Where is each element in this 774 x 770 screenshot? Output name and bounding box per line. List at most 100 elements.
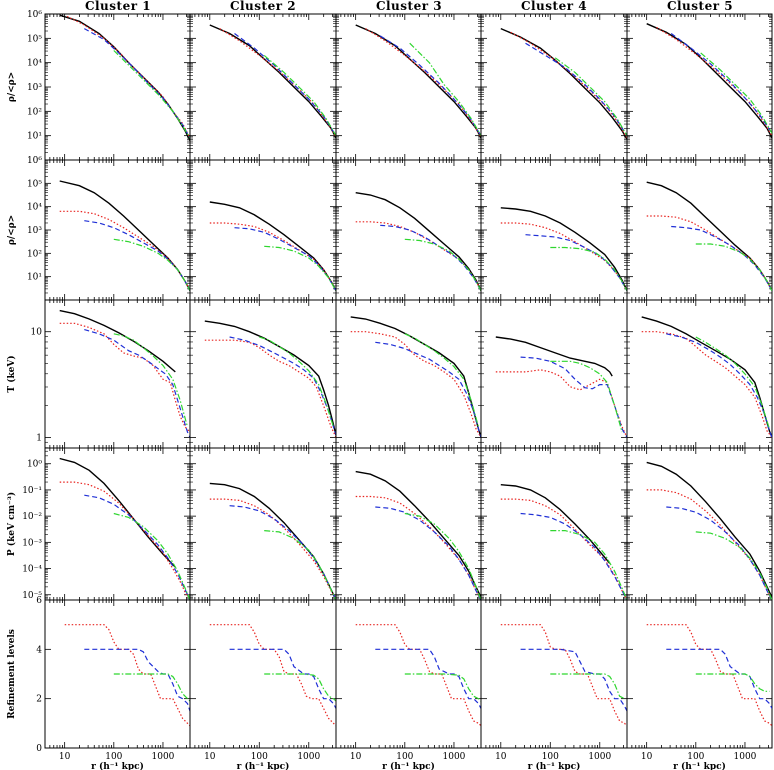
column-title-1: Cluster 1 xyxy=(85,0,151,13)
series-line-red xyxy=(350,331,481,438)
panel-frame xyxy=(480,13,628,161)
series-line-blue xyxy=(670,33,772,134)
series-line-red xyxy=(646,624,772,727)
panel-r3-c2 xyxy=(189,299,337,449)
y-tick-label: 10⁵ xyxy=(27,179,42,189)
panel-frame xyxy=(480,447,628,601)
column-title-5: Cluster 5 xyxy=(667,0,733,13)
panel-r3-c3 xyxy=(335,299,482,449)
panel-frame xyxy=(189,159,337,301)
series-line-red xyxy=(495,369,627,438)
y-axis-label-row-3: T (keV) xyxy=(6,355,17,392)
series-line-blue xyxy=(666,648,772,709)
series-line-red xyxy=(64,624,190,727)
series-line-red xyxy=(355,624,481,727)
panel-r3-c5 xyxy=(626,299,773,449)
series-line-green xyxy=(695,243,772,291)
panel-r3-c4 xyxy=(480,299,628,449)
series-line-black xyxy=(204,320,336,436)
series-line-green xyxy=(264,673,336,702)
panel-r2-c1: 10¹ 10² 10³ 10⁴ 10⁵ 10⁶ xyxy=(27,156,191,301)
series-line-black xyxy=(641,316,772,438)
series-line-black xyxy=(500,27,627,140)
series-line-red xyxy=(209,624,336,727)
series-line-green xyxy=(695,336,771,430)
x-axis-label: r (h⁻¹ kpc) xyxy=(237,761,290,770)
y-axis-label-row-1: ρ/<ρ> xyxy=(7,72,17,102)
series-line-blue xyxy=(520,648,627,712)
series-line-red xyxy=(209,222,336,291)
series-line-green xyxy=(113,333,189,428)
panel-r2-c5 xyxy=(626,159,773,301)
series-line-blue xyxy=(520,356,627,438)
series-line-black xyxy=(209,482,336,600)
series-line-green xyxy=(259,336,335,428)
y-tick-label: 4 xyxy=(36,645,42,655)
series-line-blue xyxy=(671,225,772,291)
series-line-blue xyxy=(375,648,481,709)
panel-frame xyxy=(189,599,337,749)
series-line-green xyxy=(264,530,336,600)
series-line-green xyxy=(409,42,481,136)
series-line-green xyxy=(264,245,336,291)
x-tick-label: 100 xyxy=(687,752,704,762)
panel-r5-c3 xyxy=(335,599,482,749)
series-line-black xyxy=(59,180,190,292)
panel-r5-c2 xyxy=(189,599,337,749)
y-tick-label: 10¹ xyxy=(27,132,42,142)
panel-r2-c2 xyxy=(189,159,337,301)
series-line-red xyxy=(641,331,772,438)
series-line-black xyxy=(495,336,613,377)
series-line-green xyxy=(113,512,190,600)
y-tick-label: 2 xyxy=(36,695,42,705)
y-tick-label: 10⁻¹ xyxy=(22,486,42,496)
column-titles: Cluster 1 Cluster 2 Cluster 3 Cluster 4 … xyxy=(85,0,733,13)
series-line-red xyxy=(209,498,336,600)
y-tick-label: 10⁶ xyxy=(27,10,42,20)
y-tick-label: 10⁶ xyxy=(27,156,42,166)
series-line-green xyxy=(113,50,190,139)
y-axis-label-row-4: P (keV cm⁻³) xyxy=(6,492,17,556)
panel-frame xyxy=(335,13,482,161)
panel-r4-c1: 10⁻⁵ 10⁻⁴ 10⁻³ 10⁻² 10⁻¹ 10⁰ xyxy=(22,447,191,601)
y-tick-label: 10² xyxy=(27,107,42,117)
y-tick-label: 10⁻² xyxy=(22,512,42,522)
series-line-red xyxy=(59,322,190,433)
x-tick-label: 10 xyxy=(641,752,653,762)
series-line-blue xyxy=(666,333,772,438)
panel-r4-c3 xyxy=(335,447,482,601)
x-tick-label: 100 xyxy=(105,752,122,762)
series-line-red xyxy=(646,215,772,291)
series-line-red xyxy=(59,481,189,598)
series-line-blue xyxy=(379,35,481,137)
series-line-red xyxy=(204,339,336,438)
panel-frame xyxy=(480,159,628,301)
x-tick-label: 10 xyxy=(350,752,362,762)
series-line-black xyxy=(355,192,481,291)
series-line-green xyxy=(550,360,623,433)
panel-r1-c5 xyxy=(626,13,773,161)
panel-frame xyxy=(626,299,773,449)
panel-r1-c4 xyxy=(480,13,628,161)
series-line-green xyxy=(550,673,625,700)
series-line-blue xyxy=(229,648,336,709)
series-line-green xyxy=(113,238,190,291)
series-line-red xyxy=(646,489,772,600)
y-tick-label: 10⁵ xyxy=(27,34,42,44)
x-axis-label: r (h⁻¹ kpc) xyxy=(673,761,726,770)
x-tick-label: 1000 xyxy=(734,752,757,762)
x-tick-label: 100 xyxy=(251,752,268,762)
panel-frame xyxy=(44,13,191,161)
series-line-blue xyxy=(234,227,336,291)
series-line-blue xyxy=(525,234,627,291)
y-axis-label-row-5: Refinement levels xyxy=(7,629,17,719)
series-line-blue xyxy=(229,505,336,600)
y-tick-label: 10¹ xyxy=(27,273,42,283)
series-line-red xyxy=(656,26,772,137)
x-tick-label: 10 xyxy=(495,752,507,762)
series-line-black xyxy=(500,207,627,291)
y-tick-label: 10³ xyxy=(27,83,42,93)
x-tick-label: 10 xyxy=(59,752,71,762)
y-tick-label: 1 xyxy=(36,433,42,443)
